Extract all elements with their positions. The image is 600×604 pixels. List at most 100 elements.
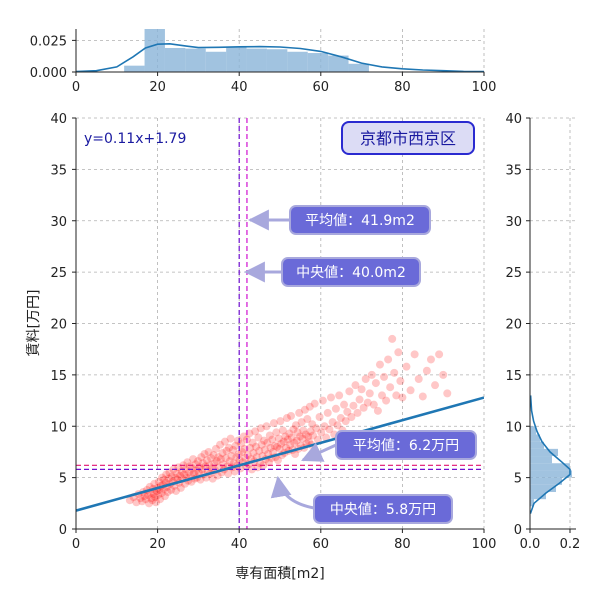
scatter-point bbox=[249, 448, 258, 457]
scatter-point bbox=[382, 396, 391, 405]
scatter-point bbox=[147, 494, 156, 503]
x-tick-label: 20 bbox=[149, 537, 166, 552]
scatter-point bbox=[226, 434, 235, 443]
y-tick-label: 20 bbox=[50, 318, 67, 333]
top-hist-bar bbox=[287, 51, 308, 72]
scatter-point bbox=[189, 469, 198, 478]
scatter-point bbox=[341, 417, 350, 426]
scatter-point bbox=[192, 466, 201, 475]
scatter-point bbox=[268, 435, 277, 444]
scatter-point bbox=[225, 443, 233, 452]
x-tick-labels: 0 20 40 60 80 100 bbox=[72, 529, 496, 552]
right-hist-bars bbox=[530, 426, 572, 507]
top-hist-bar bbox=[124, 65, 145, 72]
scatter-point bbox=[371, 379, 380, 388]
top-hist-bars bbox=[124, 29, 369, 72]
top-hist-x-tick-label: 0 bbox=[72, 80, 80, 95]
scatter-point bbox=[150, 479, 159, 488]
scatter-point bbox=[234, 449, 243, 458]
scatter-point bbox=[301, 430, 310, 439]
scatter-point bbox=[194, 468, 203, 477]
x-tick-label: 40 bbox=[231, 537, 248, 552]
scatter-point bbox=[277, 439, 286, 448]
scatter-point bbox=[176, 471, 185, 480]
right-hist-x-tick-label: 0.2 bbox=[560, 537, 581, 552]
scatter-point bbox=[251, 442, 260, 451]
scatter-point bbox=[158, 473, 167, 482]
top-hist-bar bbox=[226, 46, 247, 72]
scatter-point bbox=[318, 396, 327, 405]
mean-y-label: 平均値：6.2万円 bbox=[353, 438, 459, 454]
scatter-point bbox=[227, 452, 236, 461]
right-hist-y-tick-label: 5 bbox=[514, 472, 522, 487]
right-hist-bar bbox=[530, 434, 540, 442]
scatter-point bbox=[345, 387, 354, 396]
scatter-point bbox=[414, 374, 423, 383]
scatter-point bbox=[180, 470, 189, 479]
scatter-point bbox=[204, 447, 213, 456]
scatter-point bbox=[283, 435, 292, 444]
y-tick-label: 35 bbox=[50, 163, 67, 178]
scatter-point bbox=[333, 421, 342, 430]
top-hist-x-tick-labels: 0 20 40 60 80 100 bbox=[72, 72, 496, 95]
scatter-point bbox=[218, 448, 227, 457]
scatter-point bbox=[365, 389, 374, 398]
right-hist-kde bbox=[529, 395, 571, 514]
right-hist-x-tick-label: 0.0 bbox=[520, 537, 541, 552]
mean-y-arrow bbox=[301, 442, 337, 462]
scatter-point bbox=[290, 438, 299, 447]
scatter-point bbox=[426, 355, 435, 364]
scatter-point bbox=[306, 427, 315, 436]
y-tick-label: 15 bbox=[50, 369, 67, 384]
scatter-point bbox=[402, 362, 411, 371]
mean-x-label: 平均値：41.9m2 bbox=[305, 213, 415, 229]
y-tick-label: 5 bbox=[59, 472, 67, 487]
scatter-point bbox=[272, 428, 281, 437]
scatter-point bbox=[222, 446, 231, 455]
scatter-point bbox=[247, 465, 256, 474]
scatter-point bbox=[310, 399, 319, 408]
median-x-box bbox=[281, 257, 421, 287]
scatter-point bbox=[276, 417, 285, 426]
scatter-point bbox=[398, 393, 407, 402]
scatter-point bbox=[264, 458, 273, 467]
top-hist-kde bbox=[75, 42, 485, 73]
scatter-point bbox=[369, 400, 378, 409]
scatter-point bbox=[275, 444, 284, 453]
scatter-point bbox=[278, 426, 287, 435]
scatter-point bbox=[156, 495, 165, 504]
scatter-point bbox=[256, 424, 265, 433]
median-y-arrow bbox=[270, 475, 315, 510]
scatter-point bbox=[373, 406, 382, 415]
scatter-point bbox=[390, 368, 399, 377]
y-tick-label: 40 bbox=[50, 112, 67, 127]
scatter-point bbox=[317, 428, 326, 437]
chart-title: 京都市西京区 bbox=[360, 129, 456, 148]
scatter-point bbox=[323, 408, 332, 417]
scatter-point bbox=[188, 464, 197, 473]
scatter-point bbox=[151, 493, 160, 502]
scatter-point bbox=[269, 447, 278, 456]
scatter-point bbox=[181, 465, 190, 474]
right-hist-bar bbox=[530, 441, 544, 449]
scatter-point bbox=[336, 414, 345, 423]
y-tick-label: 0 bbox=[59, 523, 67, 538]
regression-equation: y=0.11x+1.79 bbox=[84, 131, 186, 147]
y-tick-labels: 0 5 10 15 20 25 30 35 40 bbox=[50, 112, 76, 538]
scatter-point bbox=[286, 440, 295, 449]
mean-x-box bbox=[289, 205, 431, 235]
scatter-point bbox=[298, 434, 307, 443]
top-hist-bar bbox=[266, 49, 288, 72]
right-hist-y-tick-label: 40 bbox=[505, 112, 522, 127]
scatter-point bbox=[185, 462, 194, 471]
scatter-point bbox=[291, 421, 300, 430]
scatter-point bbox=[335, 391, 344, 400]
scatter-point bbox=[185, 468, 194, 477]
right-hist-y-tick-label: 25 bbox=[505, 266, 522, 281]
right-hist-bar bbox=[530, 477, 562, 485]
scatter-point bbox=[396, 377, 405, 386]
scatter-point bbox=[167, 472, 176, 481]
scatter-point bbox=[238, 447, 247, 456]
scatter-point bbox=[367, 370, 376, 379]
scatter-point bbox=[251, 427, 260, 436]
